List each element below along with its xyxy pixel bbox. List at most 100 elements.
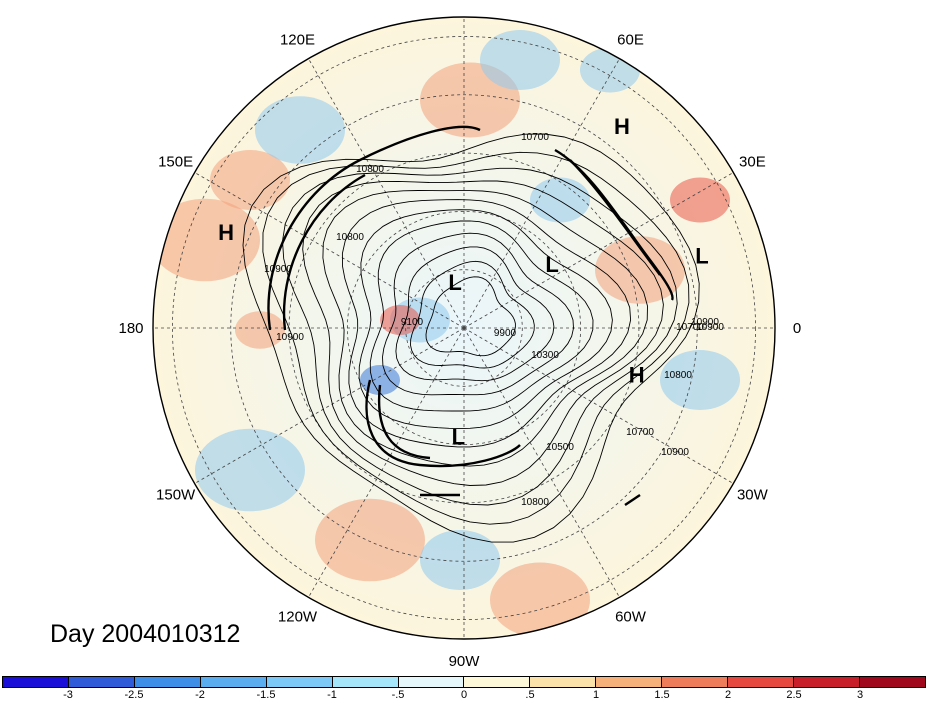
contour-label: 10800 xyxy=(356,164,384,175)
anomaly-patch xyxy=(380,305,420,335)
contour-label: 10700 xyxy=(521,132,549,143)
graticule xyxy=(153,17,775,639)
meridian-line xyxy=(194,172,465,329)
contour-label: 9900 xyxy=(494,328,517,339)
day-title: Day 2004010312 xyxy=(50,620,241,648)
colorbar-tick-label: 2.5 xyxy=(786,689,802,701)
colorbar xyxy=(2,676,926,688)
colorbar-tick-label: 0 xyxy=(460,689,468,701)
colorbar-ticks: -3 -2.5 -2 -1.5 -1 -.5 0 .5 1 1.5 2 2.5 3 xyxy=(0,689,928,703)
meridian-line xyxy=(308,58,465,329)
latitude-circle xyxy=(172,36,756,620)
longitude-label: 90E xyxy=(451,0,478,4)
anomaly-patch xyxy=(255,96,345,164)
jet-contour xyxy=(282,173,366,331)
colorbar-tick-label: -1.5 xyxy=(256,689,276,701)
colorbar-tick-label: -3 xyxy=(63,689,73,701)
height-contour xyxy=(382,232,574,396)
contour-label: 10900 xyxy=(696,322,724,333)
height-contour xyxy=(341,199,632,448)
height-contour xyxy=(302,180,664,486)
low-pressure-label: L xyxy=(452,425,465,450)
colorbar-tick-label: 1.5 xyxy=(654,689,670,701)
jet-contours xyxy=(267,125,674,506)
jet-contour xyxy=(624,494,641,506)
meridian-line xyxy=(463,172,734,329)
contour-label: 10700 xyxy=(676,322,704,333)
anomaly-patch xyxy=(360,365,400,395)
anomaly-patch xyxy=(480,30,560,90)
contour-label: 10700 xyxy=(626,427,654,438)
low-pressure-label: L xyxy=(448,270,461,295)
contour-label: 10500 xyxy=(546,442,574,453)
latitude-circle xyxy=(230,94,698,562)
colorbar-segment xyxy=(3,677,69,687)
anomaly-patch xyxy=(670,177,730,223)
latitude-circle xyxy=(405,269,523,387)
high-pressure-label: H xyxy=(218,220,234,245)
longitude-label: 90W xyxy=(449,653,481,670)
contour-label: 10800 xyxy=(336,232,364,243)
meridian-line xyxy=(463,327,620,598)
anomaly-patch xyxy=(315,498,425,582)
contour-label: 10900 xyxy=(661,447,689,458)
colorbar-tick-label: -2.5 xyxy=(124,689,144,701)
anomaly-patch xyxy=(595,236,685,304)
anomaly-patch xyxy=(153,198,260,282)
colorbar-tick-label: .5 xyxy=(525,689,535,701)
colorbar-segment xyxy=(134,677,201,687)
colorbar-segment xyxy=(530,677,597,687)
longitude-label: 150E xyxy=(158,154,193,171)
meridian-line xyxy=(194,327,465,484)
high-pressure-label: H xyxy=(614,114,630,139)
contour-label: 10900 xyxy=(264,264,292,275)
longitude-label: 120E xyxy=(280,32,315,49)
map-boundary xyxy=(152,16,776,640)
colorbar-tick-label: -.5 xyxy=(391,689,405,701)
contour-labels: 1080010900107001090010800109009100990010… xyxy=(264,132,724,508)
jet-contour xyxy=(365,379,521,468)
contour-label: 10300 xyxy=(531,350,559,361)
height-contour xyxy=(322,190,648,467)
colorbar-segment xyxy=(596,677,663,687)
contour-label: 9100 xyxy=(401,317,424,328)
height-contour xyxy=(242,133,700,543)
contour-label: 10900 xyxy=(276,332,304,343)
low-pressure-label: L xyxy=(695,243,708,268)
contour-label: 10800 xyxy=(664,370,692,381)
height-contour xyxy=(395,246,555,382)
longitude-label: 60W xyxy=(615,608,647,625)
meridian-line xyxy=(308,327,465,598)
meridian-line xyxy=(463,58,620,329)
height-contour xyxy=(425,276,516,357)
colorbar-segment xyxy=(266,677,333,687)
longitude-label: 0 xyxy=(793,320,801,337)
jet-contour xyxy=(267,125,481,331)
height-contour xyxy=(410,260,535,369)
colorbar-segment xyxy=(68,677,135,687)
contour-label: 10800 xyxy=(521,497,549,508)
anomaly-patch xyxy=(195,428,305,512)
colorbar-segment xyxy=(859,677,925,687)
colorbar-segment xyxy=(728,677,795,687)
longitude-label: 30E xyxy=(739,154,766,171)
contour-label: 10900 xyxy=(691,317,719,328)
meridian-line xyxy=(463,327,734,484)
pressure-centers: H L H L L H L xyxy=(218,114,708,450)
height-contours xyxy=(242,133,700,543)
longitude-label: 120W xyxy=(278,608,318,625)
colorbar-segment xyxy=(332,677,399,687)
longitude-label: 30W xyxy=(737,487,769,504)
longitude-label: 60E xyxy=(617,32,644,49)
colorbar-segment xyxy=(464,677,531,687)
colorbar-tick-label: 1 xyxy=(592,689,600,701)
anomaly-patch xyxy=(420,530,500,590)
jet-contour xyxy=(377,384,431,460)
longitude-label: 150W xyxy=(156,487,196,504)
high-pressure-label: H xyxy=(629,362,645,387)
height-contour xyxy=(282,167,678,506)
height-contour xyxy=(369,220,594,412)
low-pressure-label: L xyxy=(545,252,558,277)
colorbar-segment xyxy=(200,677,267,687)
